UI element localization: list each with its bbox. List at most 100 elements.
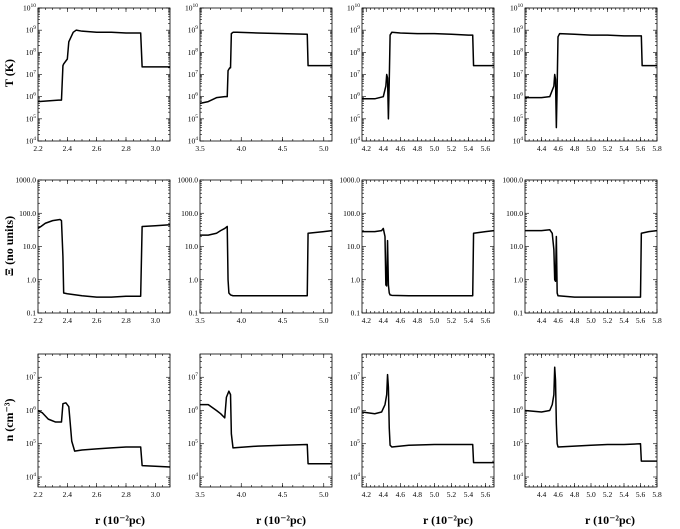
- x-tick-label: 5.4: [464, 316, 474, 325]
- x-tick-label: 5.8: [652, 316, 662, 325]
- series-line: [199, 31, 332, 105]
- x-tick-label: 5.6: [481, 144, 491, 153]
- panel-r1-c3: 104 105 106 107 108 109 1010 4.2 4.4 4.6 4.8 5.0 5.2…: [347, 3, 495, 153]
- plot-frame: [199, 179, 333, 314]
- panel-r2-c1: 0.1 1.0 10.0 100.0 1000.0 2.2 2.4 2.6 2.8 3.0: [15, 176, 171, 325]
- plot-frame: [524, 179, 658, 314]
- x-tick-label: 4.6: [553, 316, 563, 325]
- y-tick-label: 1.0: [351, 275, 361, 284]
- y-tick-label: 1010: [23, 3, 36, 13]
- y-tick-label: 105: [513, 114, 524, 124]
- x-tick-label: 3.0: [151, 490, 161, 499]
- x-tick-label: 4.4: [379, 144, 389, 153]
- x-tick-label: 5.2: [447, 144, 457, 153]
- panel-r1-c4: 104 105 106 107 108 109 1010 4.4 4.6 4.8 5.0 5.2 5.4…: [510, 3, 662, 153]
- series-line: [200, 390, 332, 465]
- y-tick-label: 109: [26, 25, 37, 35]
- y-tick-label: 1.0: [514, 275, 524, 284]
- panel-r1-c1: 104 105 106 107 108 109 1010 2.2 2.4 2.6 2.8 3.0: [23, 3, 171, 153]
- y-tick-label: 10.0: [23, 242, 36, 251]
- plot-frame: [199, 7, 333, 142]
- row-label-xi: Ξ (no units): [2, 216, 16, 276]
- x-tick-label: 2.4: [63, 316, 73, 325]
- panel-r2-c4: 0.1 1.0 10.0 100.0 1000.0 4.4 4.6 4.8 5.0 5.2 5.4 5…: [502, 176, 662, 326]
- x-tick-label: 5.0: [586, 144, 596, 153]
- x-tick-label: 4.5: [278, 316, 288, 325]
- x-tick-label: 5.6: [636, 490, 646, 499]
- y-tick-label: 10.0: [347, 242, 360, 251]
- x-tick-label: 5.6: [636, 144, 646, 153]
- x-tick-label: 4.4: [379, 316, 389, 325]
- x-tick-label: 4.2: [362, 316, 372, 325]
- x-tick-label: 4.6: [396, 144, 406, 153]
- y-tick-label: 105: [188, 114, 199, 124]
- y-tick-label: 107: [350, 372, 361, 382]
- y-tick-label: 0.1: [351, 309, 361, 318]
- y-tick-label: 104: [188, 472, 199, 482]
- y-tick-label: 1.0: [27, 275, 37, 284]
- x-tick-label: 5.4: [464, 144, 474, 153]
- series-line: [524, 366, 657, 462]
- x-tick-label: 4.4: [537, 316, 547, 325]
- x-tick-label: 4.2: [362, 144, 372, 153]
- series-line: [525, 228, 658, 298]
- y-tick-label: 104: [513, 472, 524, 482]
- x-tick-label: 4.8: [413, 490, 423, 499]
- y-tick-label: 1000.0: [177, 176, 198, 185]
- x-tick-label: 4.0: [237, 316, 247, 325]
- y-tick-label: 107: [188, 70, 199, 80]
- y-tick-label: 100.0: [19, 209, 36, 218]
- row-label-temperature: T (K): [2, 59, 16, 87]
- x-tick-label: 5.4: [464, 490, 474, 499]
- y-tick-label: 1.0: [189, 275, 199, 284]
- x-tick-label: 5.0: [430, 490, 440, 499]
- x-tick-label: 5.0: [319, 490, 329, 499]
- x-tick-label: 2.8: [121, 490, 131, 499]
- y-tick-label: 104: [350, 136, 361, 146]
- column-label-3: r (10⁻²pc): [423, 513, 473, 527]
- y-tick-label: 106: [26, 405, 37, 415]
- y-tick-label: 107: [188, 372, 199, 382]
- panel-r3-c3: 104 105 106 107 4.2 4.4 4.6 4.8 5.0 5.2 5.4 5.6: [350, 353, 495, 499]
- series-line: [200, 225, 333, 297]
- x-tick-label: 4.0: [237, 490, 247, 499]
- column-label-4: r (10⁻²pc): [585, 513, 635, 527]
- x-tick-label: 3.5: [195, 490, 205, 499]
- y-tick-label: 107: [513, 70, 524, 80]
- y-tick-label: 0.1: [514, 309, 524, 318]
- x-tick-label: 4.5: [278, 490, 288, 499]
- x-tick-label: 4.2: [362, 490, 372, 499]
- row-label-density: n (cm⁻³): [2, 399, 16, 442]
- x-tick-label: 5.4: [619, 490, 629, 499]
- x-tick-label: 2.4: [63, 144, 73, 153]
- panel-r1-c2: 104 105 106 107 108 109 1010 3.5 4.0 4.5 5.0: [185, 3, 333, 153]
- y-tick-label: 104: [188, 136, 199, 146]
- y-tick-label: 100.0: [181, 209, 198, 218]
- series-line: [525, 32, 657, 129]
- x-tick-label: 5.0: [430, 316, 440, 325]
- x-tick-label: 4.8: [570, 144, 580, 153]
- x-tick-label: 2.8: [121, 316, 131, 325]
- y-tick-label: 10.0: [185, 242, 198, 251]
- y-tick-label: 10.0: [510, 242, 523, 251]
- y-tick-label: 1000.0: [15, 176, 36, 185]
- y-tick-label: 104: [26, 136, 37, 146]
- x-tick-label: 4.6: [396, 316, 406, 325]
- series-line: [362, 227, 495, 297]
- y-tick-label: 1010: [510, 3, 523, 13]
- panel-r2-c3: 0.1 1.0 10.0 100.0 1000.0 4.2 4.4 4.6 4.8 5.0 5.2 5…: [339, 176, 495, 325]
- row-titles: T (K) Ξ (no units) n (cm⁻³): [2, 59, 16, 442]
- column-label-1: r (10⁻²pc): [95, 513, 145, 527]
- y-tick-label: 109: [513, 25, 524, 35]
- x-tick-label: 3.5: [195, 316, 205, 325]
- x-tick-label: 4.8: [413, 144, 423, 153]
- x-tick-label: 2.6: [92, 144, 102, 153]
- series-line: [37, 402, 171, 468]
- series-line: [37, 218, 171, 298]
- x-tick-label: 5.0: [586, 316, 596, 325]
- y-tick-label: 106: [513, 92, 524, 102]
- x-tick-label: 5.0: [319, 144, 329, 153]
- plot-frame: [361, 179, 495, 314]
- y-tick-label: 106: [188, 92, 199, 102]
